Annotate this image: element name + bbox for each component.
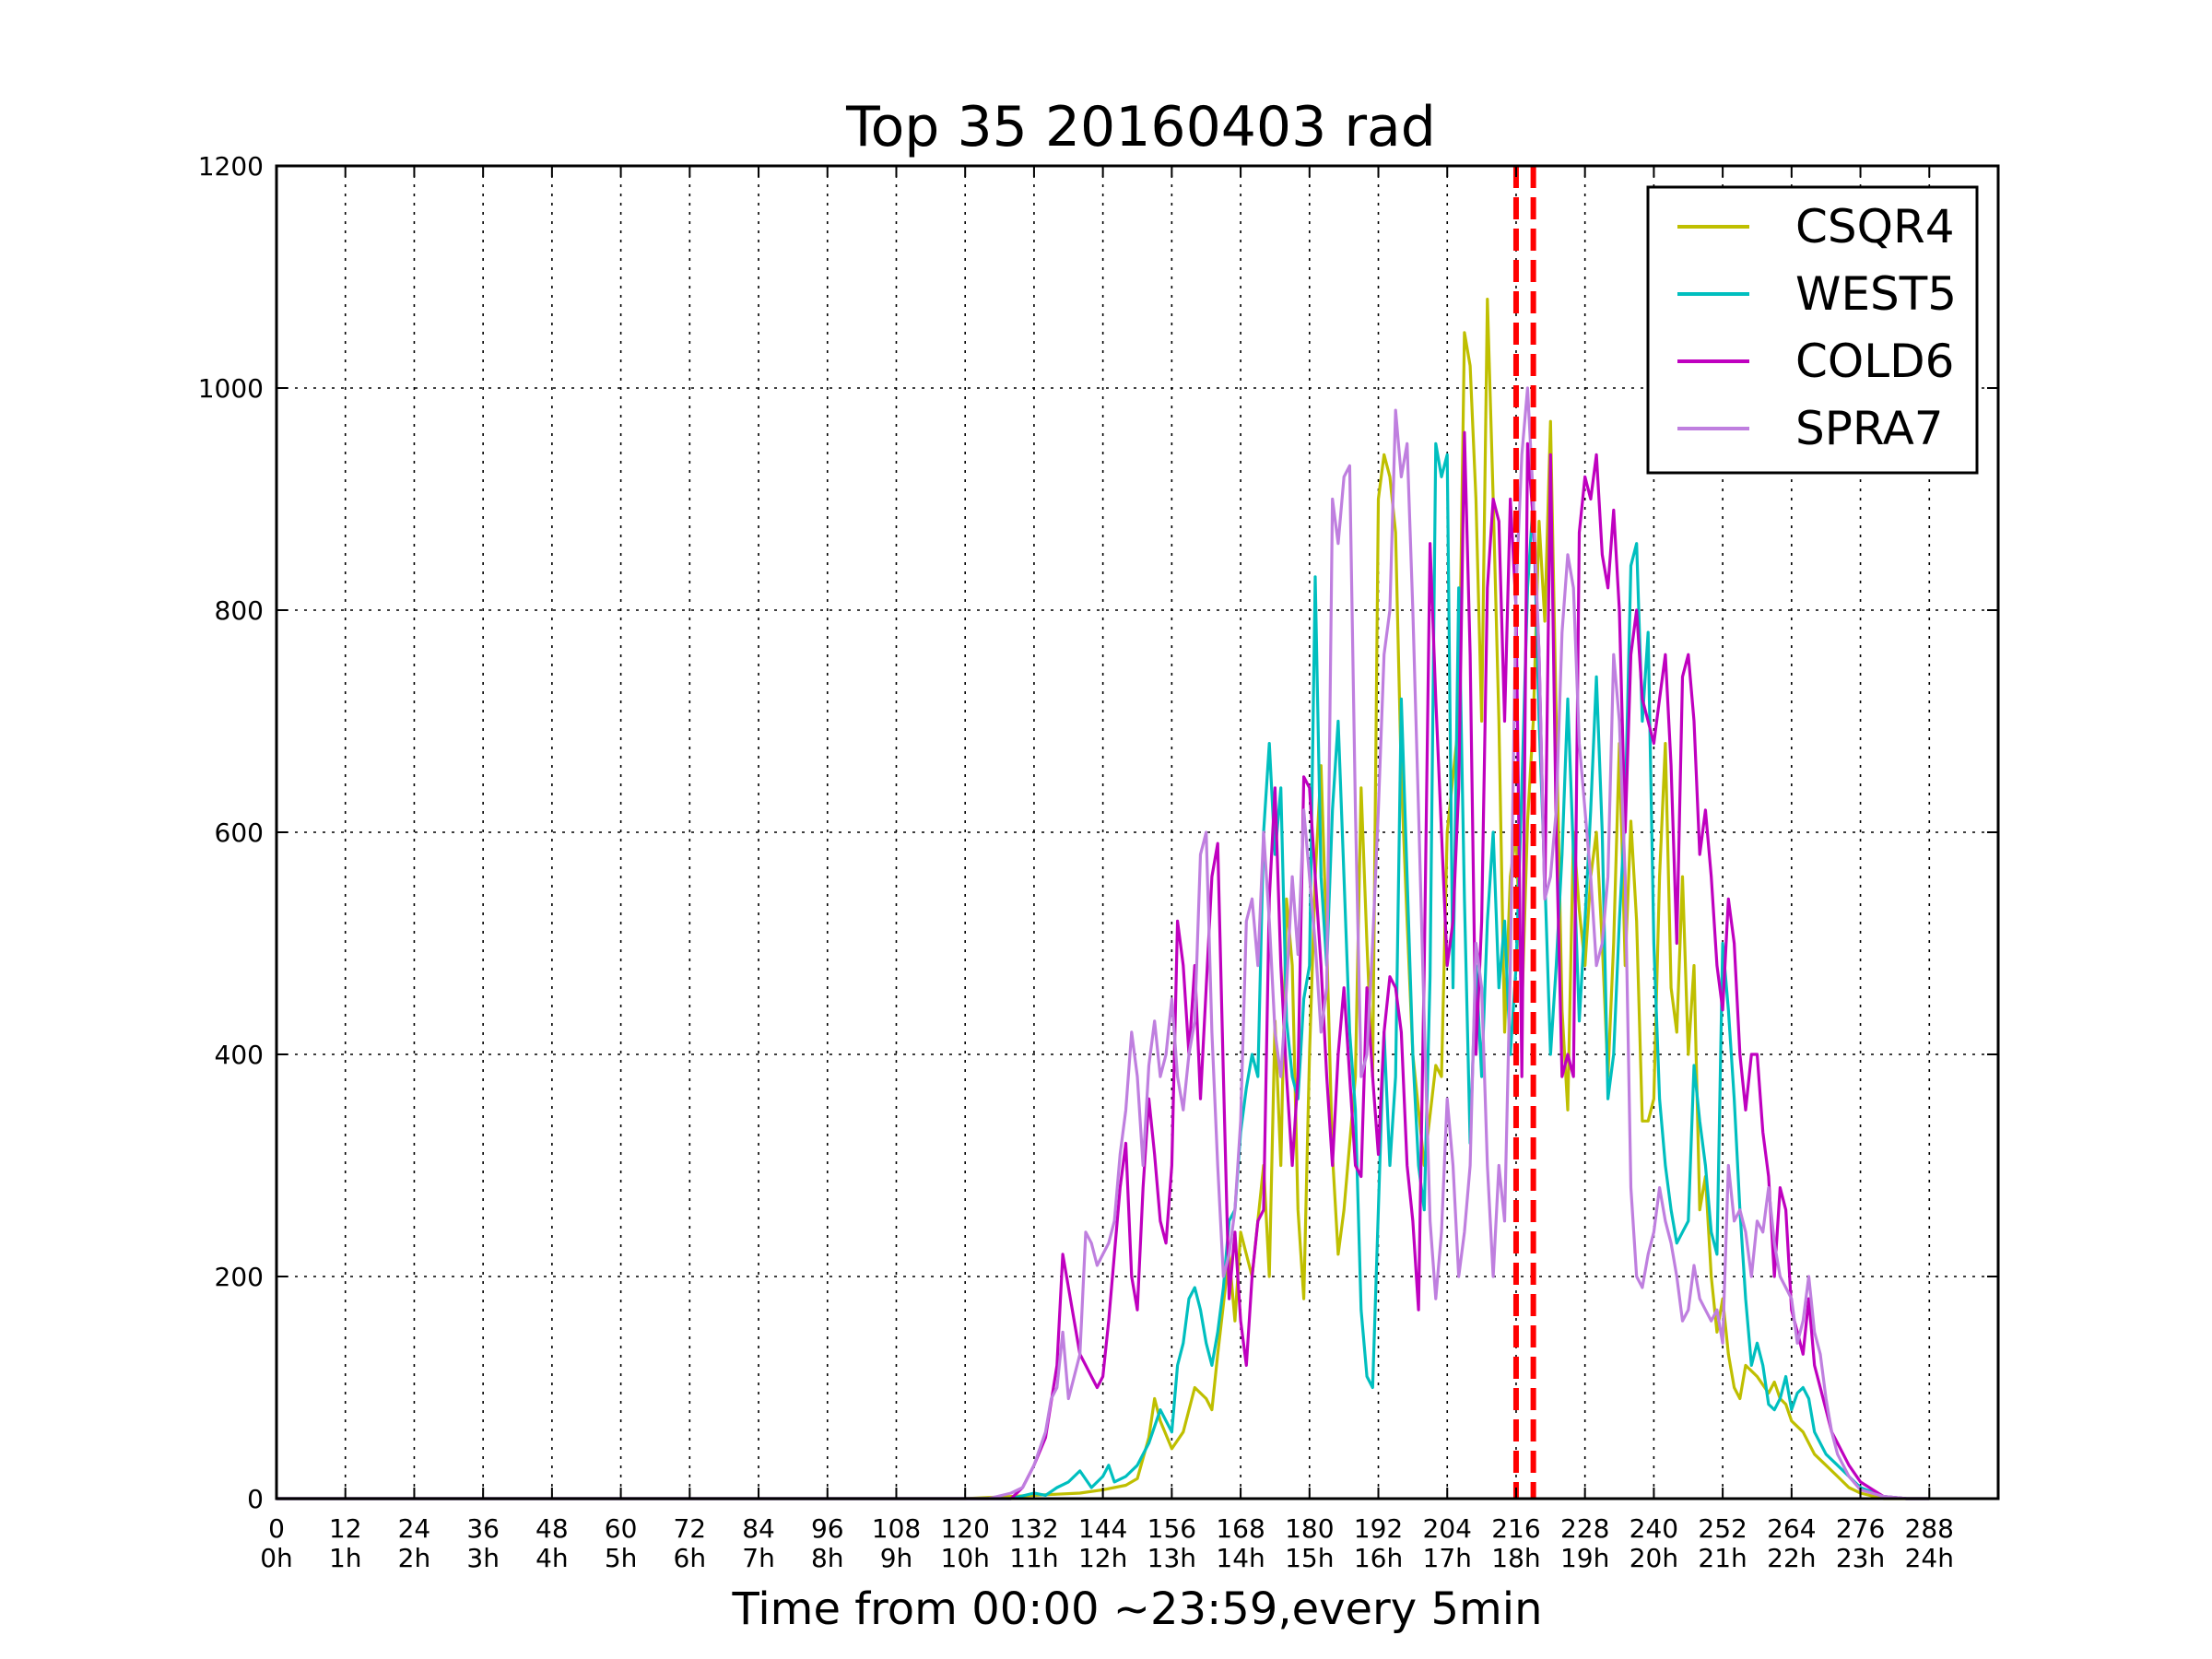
x-tick-label: 12	[329, 1513, 362, 1544]
y-tick-label: 400	[215, 1040, 264, 1070]
x-tick-label: 180	[1285, 1513, 1334, 1544]
x-tick-label: 108	[872, 1513, 921, 1544]
x-tick-label: 48	[535, 1513, 569, 1544]
y-tick-label: 800	[215, 595, 264, 626]
x-tick-label: 144	[1078, 1513, 1127, 1544]
x-tick-label: 264	[1767, 1513, 1816, 1544]
x-tick-sublabel: 4h	[535, 1543, 569, 1573]
x-tick-label: 204	[1423, 1513, 1472, 1544]
x-tick-sublabel: 9h	[880, 1543, 913, 1573]
x-tick-label: 132	[1009, 1513, 1058, 1544]
legend-box	[1646, 185, 1979, 475]
x-tick-label: 216	[1491, 1513, 1540, 1544]
x-tick-label: 288	[1905, 1513, 1954, 1544]
x-tick-sublabel: 15h	[1285, 1543, 1334, 1573]
series-line-spra7	[276, 386, 1930, 1500]
x-tick-label: 96	[811, 1513, 844, 1544]
legend-label-spra7: SPRA7	[1795, 402, 1944, 455]
x-tick-sublabel: 22h	[1767, 1543, 1816, 1573]
x-tick-sublabel: 20h	[1630, 1543, 1678, 1573]
x-tick-label: 156	[1147, 1513, 1196, 1544]
x-tick-label: 168	[1216, 1513, 1265, 1544]
x-axis-label: Time from 00:00 ~23:59,every 5min	[732, 1583, 1543, 1635]
x-tick-sublabel: 8h	[811, 1543, 844, 1573]
series-lines	[276, 298, 1930, 1500]
legend-label-cold6: COLD6	[1795, 335, 1954, 388]
x-tick-sublabel: 18h	[1491, 1543, 1540, 1573]
x-tick-label: 192	[1354, 1513, 1403, 1544]
x-tick-sublabel: 1h	[329, 1543, 362, 1573]
x-tick-label: 240	[1630, 1513, 1678, 1544]
x-tick-label: 72	[673, 1513, 706, 1544]
x-tick-label: 276	[1836, 1513, 1885, 1544]
x-tick-label: 36	[466, 1513, 500, 1544]
x-tick-label: 228	[1560, 1513, 1609, 1544]
x-tick-sublabel: 14h	[1216, 1543, 1265, 1573]
x-tick-sublabel: 21h	[1698, 1543, 1747, 1573]
x-tick-sublabel: 24h	[1905, 1543, 1954, 1573]
chart-title: Top 35 20160403 rad	[845, 95, 1436, 159]
y-tick-label: 0	[247, 1484, 264, 1514]
x-tick-sublabel: 6h	[674, 1543, 707, 1573]
legend: CSQR4 WEST5 COLD6 SPRA7	[1646, 185, 1979, 475]
x-tick-label: 0	[268, 1513, 285, 1544]
legend-label-west5: WEST5	[1795, 267, 1957, 321]
x-tick-label: 24	[398, 1513, 431, 1544]
x-tick-label: 252	[1698, 1513, 1747, 1544]
x-tick-sublabel: 7h	[742, 1543, 775, 1573]
x-tick-label: 120	[940, 1513, 989, 1544]
x-tick-sublabel: 16h	[1354, 1543, 1403, 1573]
y-tick-label: 600	[215, 818, 264, 848]
y-tick-label: 1200	[198, 151, 264, 182]
marker-lines	[1512, 166, 1536, 1499]
x-tick-sublabel: 23h	[1836, 1543, 1885, 1573]
x-tick-sublabel: 5h	[605, 1543, 638, 1573]
x-tick-sublabel: 2h	[398, 1543, 431, 1573]
y-tick-label: 200	[215, 1262, 264, 1292]
x-tick-sublabel: 0h	[260, 1543, 293, 1573]
x-tick-sublabel: 12h	[1078, 1543, 1127, 1573]
x-tick-sublabel: 11h	[1009, 1543, 1058, 1573]
x-tick-sublabel: 10h	[941, 1543, 990, 1573]
series-line-cold6	[276, 430, 1930, 1500]
y-tick-label: 1000	[198, 373, 264, 404]
x-tick-sublabel: 13h	[1147, 1543, 1196, 1573]
axis-ticks: 00h121h242h363h484h605h726h847h968h1089h…	[198, 151, 1998, 1573]
x-tick-label: 60	[605, 1513, 638, 1544]
x-tick-sublabel: 19h	[1560, 1543, 1609, 1573]
x-tick-sublabel: 17h	[1423, 1543, 1472, 1573]
legend-label-csqr4: CSQR4	[1795, 200, 1955, 253]
x-tick-sublabel: 3h	[466, 1543, 500, 1573]
x-tick-label: 84	[742, 1513, 775, 1544]
